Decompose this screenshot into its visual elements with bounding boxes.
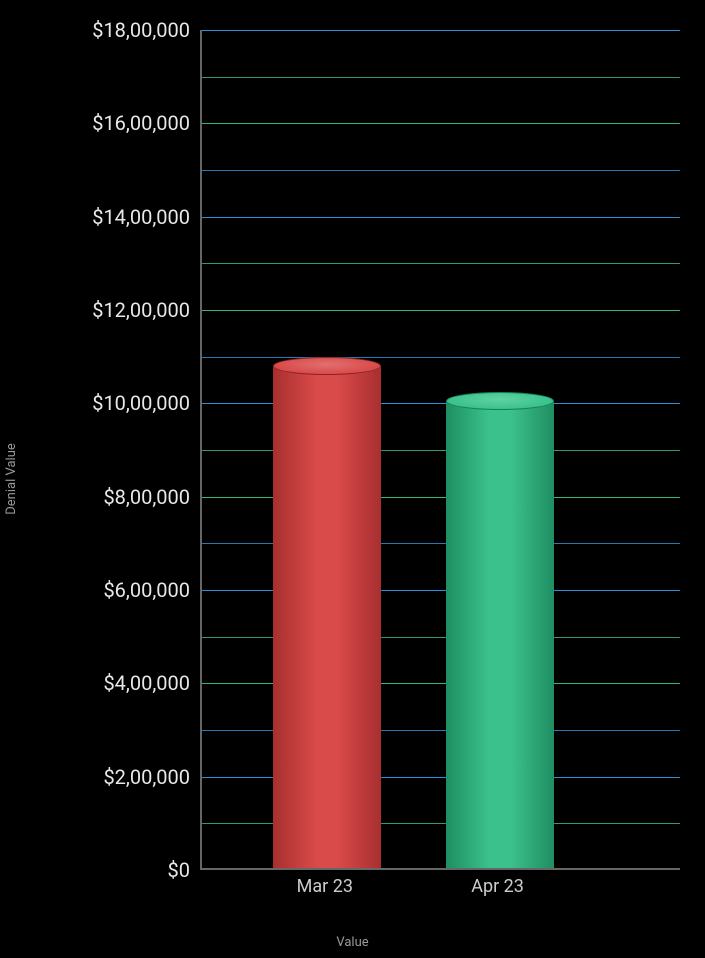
plot-area — [200, 30, 680, 870]
gridline-major — [202, 123, 680, 124]
y-tick-label: $6,00,000 — [103, 578, 190, 602]
bar-body — [273, 366, 381, 868]
y-tick-label: $2,00,000 — [103, 765, 190, 789]
gridline-major — [202, 30, 680, 31]
x-tick-label: Apr 23 — [471, 876, 524, 897]
gridline-minor — [202, 77, 680, 78]
bar-body — [446, 401, 554, 868]
gridline-minor — [202, 263, 680, 264]
x-axis-title: Value — [0, 935, 705, 950]
y-axis-title: Denial Value — [4, 443, 19, 515]
gridline-major — [202, 310, 680, 311]
y-tick-label: $18,00,000 — [92, 18, 190, 42]
y-tick-label: $14,00,000 — [92, 205, 190, 229]
y-tick-label: $8,00,000 — [103, 485, 190, 509]
y-tick-label: $12,00,000 — [92, 298, 190, 322]
bar-mar-23 — [273, 366, 381, 868]
bar-apr-23 — [446, 401, 554, 868]
y-tick-label: $4,00,000 — [103, 671, 190, 695]
denial-value-bar-chart: Denial Value Value $0 $2,00,000 $4,00,000 $… — [0, 0, 705, 958]
x-tick-label: Mar 23 — [297, 876, 353, 897]
y-tick-label: $0 — [168, 858, 190, 882]
gridline-major — [202, 217, 680, 218]
y-tick-label: $16,00,000 — [92, 111, 190, 135]
gridline-minor — [202, 170, 680, 171]
y-tick-label: $10,00,000 — [92, 391, 190, 415]
gridline-minor — [202, 357, 680, 358]
